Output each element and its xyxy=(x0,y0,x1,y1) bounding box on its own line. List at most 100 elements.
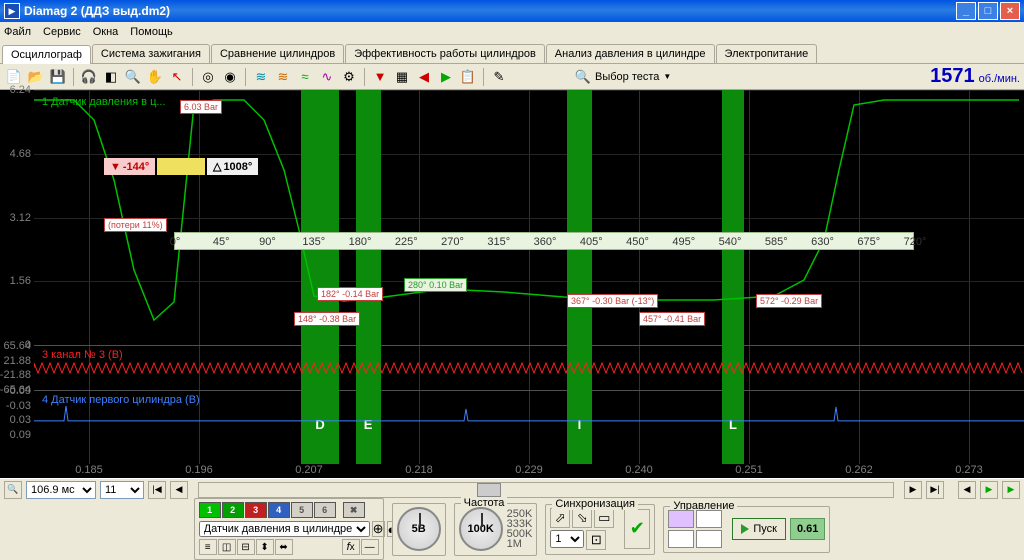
sync-group: Синхронизация ⬀ ⬂ ▭ 1 ⊡ ✔ xyxy=(545,504,655,555)
save-icon[interactable]: 💾 xyxy=(48,67,68,87)
menu-file[interactable]: Файл xyxy=(4,26,31,38)
bottom-panel: 123456✖ Датчик давления в цилиндре ⊕ ◐ ≡… xyxy=(0,500,1024,558)
menu-bar: Файл Сервис Окна Помощь xyxy=(0,22,1024,42)
play-button[interactable]: Пуск xyxy=(732,518,786,540)
zoom-icon[interactable]: 🔍 xyxy=(123,67,143,87)
maximize-button[interactable]: □ xyxy=(978,2,998,20)
nav-next-icon[interactable]: ▶ xyxy=(904,481,922,499)
sync-label: Синхронизация xyxy=(552,498,638,510)
channel-opt-icon[interactable]: ⊕ xyxy=(372,521,385,537)
close-button[interactable]: × xyxy=(1000,2,1020,20)
channel-close-button[interactable]: ✖ xyxy=(343,502,365,518)
channel-select[interactable]: Датчик давления в цилиндре xyxy=(199,521,370,537)
pressure-trace xyxy=(34,90,1024,345)
tab-ignition[interactable]: Система зажигания xyxy=(92,44,210,63)
print-icon[interactable]: 🎧 xyxy=(79,67,99,87)
play-fwd-icon[interactable]: ▶ xyxy=(980,481,998,499)
mini-5-icon[interactable]: ⬌ xyxy=(275,539,293,555)
play-rev-icon[interactable]: ◀ xyxy=(958,481,976,499)
nav-first-icon[interactable]: |◀ xyxy=(148,481,166,499)
sync-edge-icon[interactable]: ▭ xyxy=(594,508,614,528)
copy-icon[interactable]: 📋 xyxy=(458,67,478,87)
channel-4-label: 4 Датчик первого цилиндра (В) xyxy=(42,394,200,406)
grid-icon[interactable]: ▦ xyxy=(392,67,412,87)
tab-pressure[interactable]: Анализ давления в цилиндре xyxy=(546,44,715,63)
wave-mode-3[interactable] xyxy=(668,530,694,548)
minimize-button[interactable]: _ xyxy=(956,2,976,20)
sync-opt-icon[interactable]: ⊡ xyxy=(586,530,606,550)
sync-rise-icon[interactable]: ⬀ xyxy=(550,508,570,528)
channel-button-6[interactable]: 6 xyxy=(314,502,336,518)
tab-oscilloscope[interactable]: Осциллограф xyxy=(2,45,91,64)
cursor-icon[interactable]: ↖ xyxy=(167,67,187,87)
volt-dial[interactable]: 5В xyxy=(397,507,441,551)
mini-4-icon[interactable]: ⬍ xyxy=(256,539,274,555)
callout-4: 367° -0.30 Bar (-13°) xyxy=(567,294,658,308)
tool-4-icon[interactable]: ◉ xyxy=(220,67,240,87)
loss-callout: (потери 11%) xyxy=(104,218,167,232)
div-select[interactable]: 11 xyxy=(100,481,144,499)
angle-badges: ▼-144°▼864°△1008° xyxy=(104,158,258,175)
test-select[interactable]: Выбор теста xyxy=(595,71,659,83)
wave-3-icon[interactable]: ≈ xyxy=(295,67,315,87)
mini-2-icon[interactable]: ◫ xyxy=(218,539,236,555)
scope-canvas[interactable]: DEIL1 Датчик давления в ц...3 канал № 3 … xyxy=(34,90,1024,464)
settings-icon[interactable]: ⚙ xyxy=(339,67,359,87)
title-bar: ▶ Diamag 2 (ДДЗ выд.dm2) _ □ × xyxy=(0,0,1024,22)
main-toolbar: 📄 📂 💾 🎧 ◧ 🔍 ✋ ↖ ◎ ◉ ≋ ≋ ≈ ∿ ⚙ ▼ ▦ ◀ ▶ 📋 … xyxy=(0,64,1024,90)
tool-2-icon[interactable]: ◧ xyxy=(101,67,121,87)
channel-1-label: 1 Датчик давления в ц... xyxy=(42,96,166,108)
channel-button-4[interactable]: 4 xyxy=(268,502,290,518)
doc-icon[interactable]: ✎ xyxy=(489,67,509,87)
mini-6-icon[interactable]: fx xyxy=(342,539,360,555)
callout-3: 280° 0.10 Bar xyxy=(404,278,467,292)
mini-3-icon[interactable]: ⊟ xyxy=(237,539,255,555)
wave-2-icon[interactable]: ≋ xyxy=(273,67,293,87)
play-label: Пуск xyxy=(753,523,777,535)
callout-2: 148° -0.38 Bar xyxy=(294,312,360,326)
sync-channel-select[interactable]: 1 xyxy=(550,530,584,548)
tab-efficiency[interactable]: Эффективность работы цилиндров xyxy=(345,44,545,63)
zoom-out-icon[interactable]: 🔍 xyxy=(4,481,22,499)
hand-icon[interactable]: ✋ xyxy=(145,67,165,87)
tab-compare[interactable]: Сравнение цилиндров xyxy=(211,44,344,63)
nav-prev-icon[interactable]: ◀ xyxy=(170,481,188,499)
degree-ruler[interactable]: 0°45°90°135°180°225°270°315°360°405°450°… xyxy=(174,232,914,250)
rpm-value: 1571 xyxy=(930,65,975,88)
marker-right-icon[interactable]: ▶ xyxy=(436,67,456,87)
test-icon[interactable]: 🔍 xyxy=(573,67,593,87)
channel-button-2[interactable]: 2 xyxy=(222,502,244,518)
menu-windows[interactable]: Окна xyxy=(93,26,119,38)
wave-mode-1[interactable] xyxy=(668,510,694,528)
channel-button-5[interactable]: 5 xyxy=(291,502,313,518)
mini-1-icon[interactable]: ≡ xyxy=(199,539,217,555)
sync-fall-icon[interactable]: ⬂ xyxy=(572,508,592,528)
time-scrollbar[interactable] xyxy=(198,482,894,498)
time-select[interactable]: 106.9 мс xyxy=(26,481,96,499)
tool-3-icon[interactable]: ◎ xyxy=(198,67,218,87)
channel-button-3[interactable]: 3 xyxy=(245,502,267,518)
mini-7-icon[interactable]: — xyxy=(361,539,379,555)
callout-0: 6.03 Bar xyxy=(180,100,222,114)
wave-4-icon[interactable]: ∿ xyxy=(317,67,337,87)
wave-mode-4[interactable] xyxy=(696,530,722,548)
play-ffwd-icon[interactable]: ▶ xyxy=(1002,481,1020,499)
callout-5: 457° -0.41 Bar xyxy=(639,312,705,326)
marker-left-icon[interactable]: ◀ xyxy=(414,67,434,87)
time-bar: 🔍 106.9 мс 11 |◀ ◀ ▶ ▶| ◀ ▶ ▶ xyxy=(0,478,1024,500)
sync-ok-icon[interactable]: ✔ xyxy=(624,509,650,549)
rpm-unit: об./мин. xyxy=(979,73,1020,85)
menu-help[interactable]: Помощь xyxy=(130,26,173,38)
app-icon: ▶ xyxy=(4,3,20,19)
tab-strip: Осциллограф Система зажигания Сравнение … xyxy=(0,42,1024,64)
menu-service[interactable]: Сервис xyxy=(43,26,81,38)
channel-button-1[interactable]: 1 xyxy=(199,502,221,518)
freq-group: Частота 100K 250K 333K 500K 1M xyxy=(454,503,538,556)
window-title: Diamag 2 (ДДЗ выд.dm2) xyxy=(24,4,956,18)
wave-1-icon[interactable]: ≋ xyxy=(251,67,271,87)
nav-last-icon[interactable]: ▶| xyxy=(926,481,944,499)
wave-mode-2[interactable] xyxy=(696,510,722,528)
freq-dial[interactable]: 100K xyxy=(459,507,503,551)
tab-power[interactable]: Электропитание xyxy=(716,44,818,63)
filter-icon[interactable]: ▼ xyxy=(370,67,390,87)
